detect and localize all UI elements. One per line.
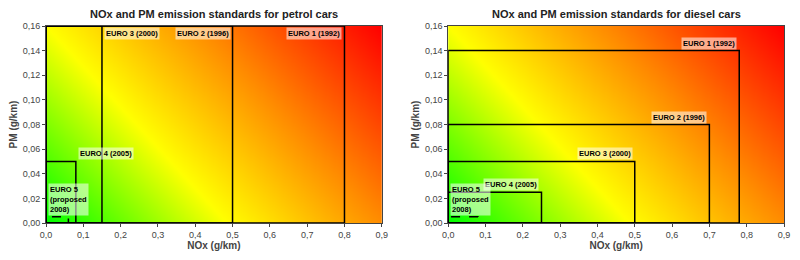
svg-text:0,0: 0,0 bbox=[40, 230, 53, 240]
svg-text:0,12: 0,12 bbox=[425, 70, 443, 80]
svg-text:EURO 3 (2000): EURO 3 (2000) bbox=[579, 149, 631, 158]
svg-text:0,7: 0,7 bbox=[301, 230, 314, 240]
svg-text:0,10: 0,10 bbox=[425, 95, 443, 105]
svg-text:0,08: 0,08 bbox=[23, 120, 41, 130]
svg-text:NOx and PM emission standards: NOx and PM emission standards for diesel… bbox=[492, 8, 741, 20]
svg-text:0,5: 0,5 bbox=[226, 230, 239, 240]
svg-text:0,2: 0,2 bbox=[517, 230, 530, 240]
svg-text:0,2: 0,2 bbox=[114, 230, 127, 240]
svg-text:EURO 5(proposed2008): EURO 5(proposed2008) bbox=[452, 185, 489, 214]
svg-text:NOx and PM emission standards: NOx and PM emission standards for petrol… bbox=[90, 8, 338, 20]
svg-text:0,00: 0,00 bbox=[23, 218, 41, 228]
svg-text:0,4: 0,4 bbox=[591, 230, 604, 240]
svg-text:0,1: 0,1 bbox=[479, 230, 492, 240]
svg-text:0,6: 0,6 bbox=[666, 230, 679, 240]
svg-text:NOx (g/km): NOx (g/km) bbox=[187, 240, 240, 251]
svg-text:EURO 1 (1992): EURO 1 (1992) bbox=[288, 29, 340, 38]
svg-text:0,06: 0,06 bbox=[425, 144, 443, 154]
svg-text:0,3: 0,3 bbox=[554, 230, 567, 240]
svg-text:0,08: 0,08 bbox=[425, 120, 443, 130]
svg-text:0,9: 0,9 bbox=[778, 230, 791, 240]
svg-text:0,8: 0,8 bbox=[338, 230, 351, 240]
svg-text:EURO 5(proposed2008): EURO 5(proposed2008) bbox=[50, 185, 87, 214]
svg-text:0,5: 0,5 bbox=[629, 230, 642, 240]
svg-text:0,04: 0,04 bbox=[425, 169, 443, 179]
svg-text:EURO 2 (1996): EURO 2 (1996) bbox=[177, 29, 229, 38]
svg-text:PM (g/km): PM (g/km) bbox=[410, 101, 421, 149]
svg-text:PM (g/km): PM (g/km) bbox=[8, 101, 19, 149]
svg-text:0,1: 0,1 bbox=[77, 230, 90, 240]
svg-text:0,4: 0,4 bbox=[189, 230, 202, 240]
svg-text:0,14: 0,14 bbox=[23, 46, 41, 56]
svg-text:EURO 2 (1996): EURO 2 (1996) bbox=[653, 113, 705, 122]
svg-text:EURO 4 (2005): EURO 4 (2005) bbox=[485, 180, 537, 189]
svg-text:0,16: 0,16 bbox=[23, 21, 41, 31]
svg-text:0,12: 0,12 bbox=[23, 70, 41, 80]
svg-text:0,3: 0,3 bbox=[152, 230, 165, 240]
svg-text:EURO 3 (2000): EURO 3 (2000) bbox=[106, 29, 158, 38]
svg-text:0,10: 0,10 bbox=[23, 95, 41, 105]
svg-text:0,8: 0,8 bbox=[740, 230, 753, 240]
svg-text:0,7: 0,7 bbox=[703, 230, 716, 240]
svg-text:0,02: 0,02 bbox=[23, 194, 41, 204]
svg-text:0,16: 0,16 bbox=[425, 21, 443, 31]
svg-text:0,00: 0,00 bbox=[425, 218, 443, 228]
svg-text:EURO 1 (1992): EURO 1 (1992) bbox=[683, 39, 735, 48]
svg-text:0,9: 0,9 bbox=[376, 230, 389, 240]
svg-text:0,04: 0,04 bbox=[23, 169, 41, 179]
svg-text:0,02: 0,02 bbox=[425, 194, 443, 204]
svg-text:0,06: 0,06 bbox=[23, 144, 41, 154]
svg-text:0,0: 0,0 bbox=[442, 230, 455, 240]
svg-text:EURO 4 (2005): EURO 4 (2005) bbox=[80, 149, 132, 158]
svg-text:0,14: 0,14 bbox=[425, 46, 443, 56]
svg-text:NOx (g/km): NOx (g/km) bbox=[589, 240, 642, 251]
svg-text:0,6: 0,6 bbox=[264, 230, 277, 240]
